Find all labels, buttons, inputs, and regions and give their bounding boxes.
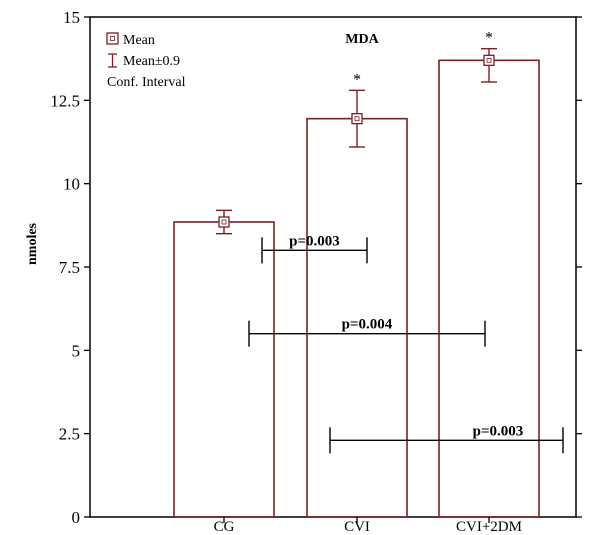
comparison-label: p=0.003 <box>473 423 524 439</box>
legend-entry-mean-pm: Mean±0.9 <box>123 54 180 69</box>
x-tick-label: CG <box>214 519 235 535</box>
comparison-label: p=0.004 <box>342 317 393 333</box>
plot-frame <box>89 16 577 518</box>
y-tick-label: 12.5 <box>50 91 80 110</box>
mean-marker <box>483 54 495 66</box>
y-axis-label: nmoles <box>25 222 40 265</box>
y-tick-label: 10 <box>63 175 80 194</box>
y-axis-ticks: 0 2.5 5 7.5 10 12.5 15 <box>50 8 582 527</box>
bar <box>173 221 275 518</box>
mean-marker <box>351 113 363 125</box>
comparison-brackets: p=0.003 p=0.004 p=0.003 <box>248 233 564 454</box>
x-tick-label: CVI <box>344 519 370 535</box>
x-tick-label: CVI+2DM <box>456 519 522 535</box>
legend-mean-marker <box>106 32 119 45</box>
mean-marker-dot <box>354 116 360 122</box>
legend: Mean Mean±0.9 Conf. Interval <box>106 32 186 90</box>
mean-marker-dot <box>221 219 227 225</box>
mean-marker-dot <box>486 57 492 63</box>
comparison-label: p=0.003 <box>289 233 340 249</box>
y-tick-label: 0 <box>72 508 81 527</box>
legend-mean-marker-dot <box>110 36 115 41</box>
chart-title: MDA <box>345 32 379 47</box>
y-tick-label: 15 <box>63 8 80 27</box>
legend-entry-mean: Mean <box>123 33 155 48</box>
x-axis-ticks: CG CVI CVI+2DM <box>214 517 522 535</box>
bar <box>438 59 540 518</box>
y-tick-label: 7.5 <box>59 258 80 277</box>
legend-entry-conf-interval: Conf. Interval <box>107 75 186 90</box>
bars: ** <box>173 30 540 518</box>
mean-marker <box>218 216 230 228</box>
y-tick-label: 2.5 <box>59 425 80 444</box>
significance-mark: * <box>485 30 493 47</box>
y-tick-label: 5 <box>72 341 81 360</box>
significance-mark: * <box>353 71 361 88</box>
